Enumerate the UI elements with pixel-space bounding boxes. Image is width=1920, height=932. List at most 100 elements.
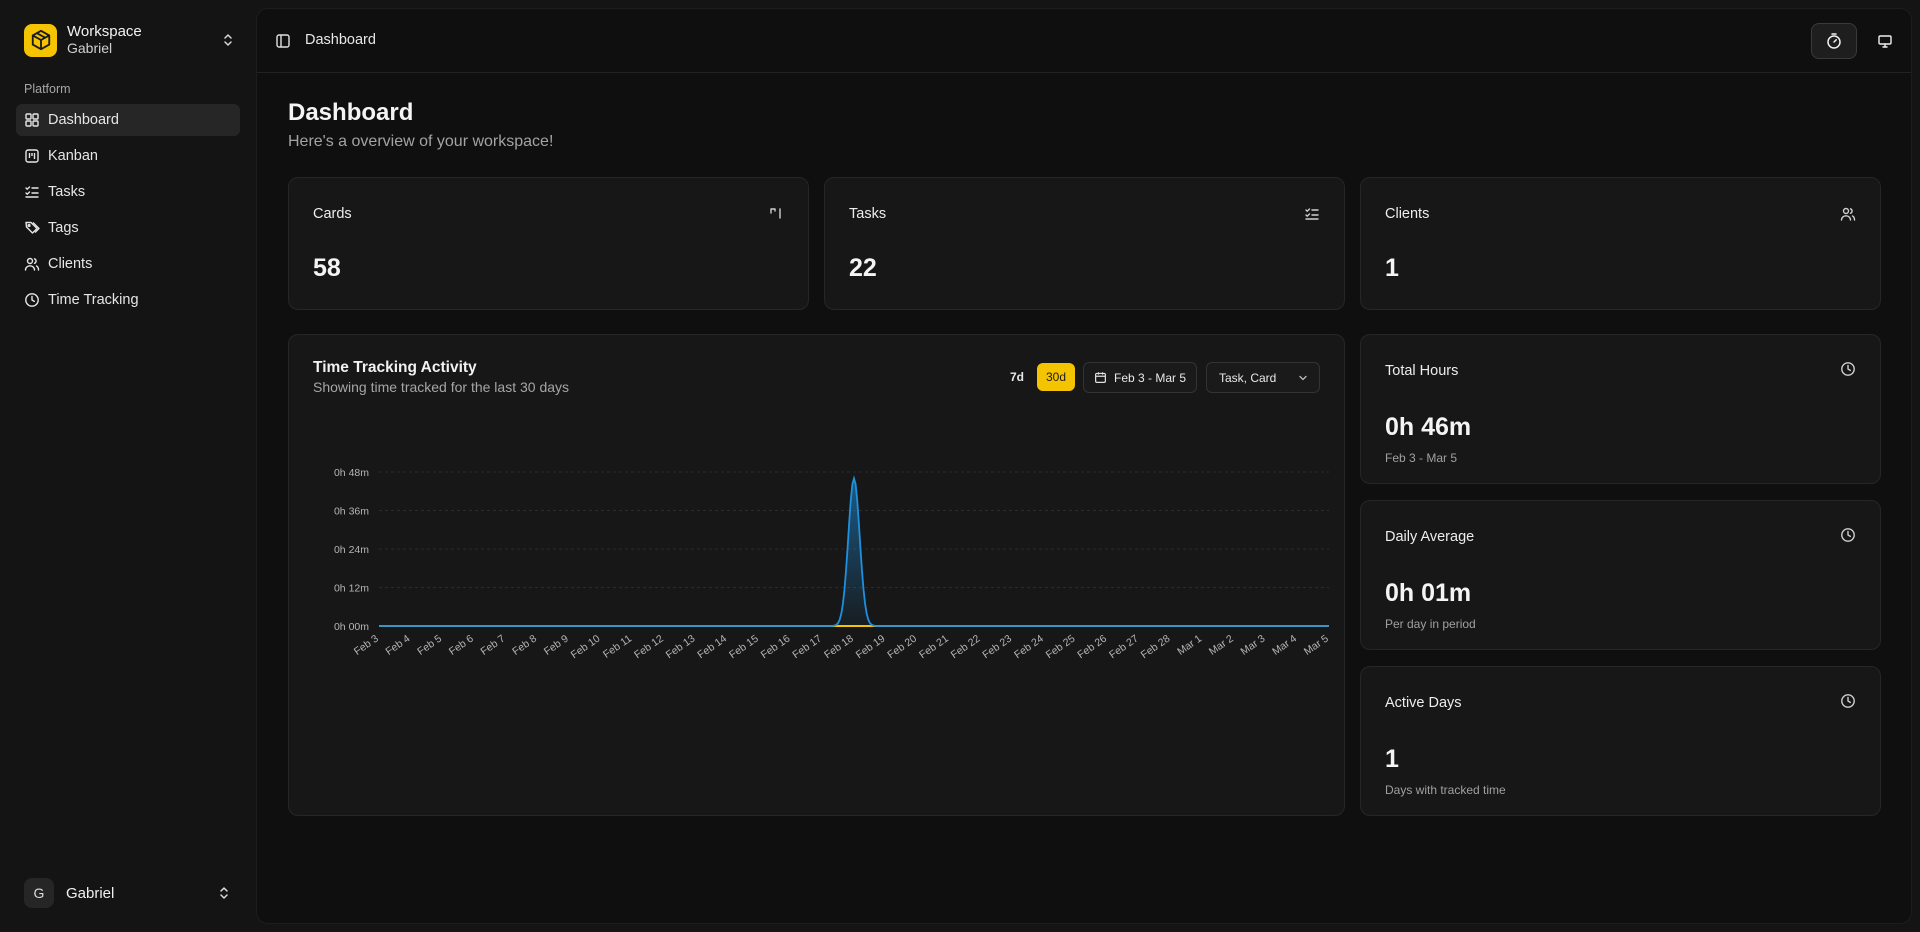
- x-tick-label: Mar 5: [1302, 633, 1331, 658]
- filter-select[interactable]: Task, Card: [1206, 362, 1320, 393]
- dashboard-grid-icon: [24, 112, 40, 128]
- workspace-text: Workspace Gabriel: [67, 24, 220, 57]
- x-tick-label: Feb 13: [664, 633, 698, 662]
- x-tick-label: Feb 5: [415, 633, 444, 658]
- stat-card-cards: Cards 58: [288, 177, 809, 310]
- y-tick-label: 0h 12m: [334, 583, 369, 595]
- sidebar-item-tasks[interactable]: Tasks: [16, 176, 240, 208]
- date-range-picker[interactable]: Feb 3 - Mar 5: [1083, 362, 1197, 393]
- display-button[interactable]: [1867, 23, 1903, 59]
- calendar-icon: [1095, 372, 1106, 383]
- users-icon: [24, 256, 40, 272]
- x-tick-label: Feb 15: [727, 633, 761, 662]
- x-tick-label: Mar 1: [1175, 633, 1204, 658]
- series-line: [379, 475, 1329, 627]
- topbar: Dashboard: [257, 9, 1911, 73]
- x-tick-label: Feb 8: [510, 633, 539, 658]
- x-tick-label: Feb 11: [601, 633, 634, 661]
- x-tick-label: Feb 27: [1107, 633, 1141, 662]
- summary-note: Days with tracked time: [1385, 783, 1506, 797]
- sidebar-item-dashboard[interactable]: Dashboard: [16, 104, 240, 136]
- user-menu[interactable]: G Gabriel: [16, 872, 240, 914]
- sidebar-item-label: Kanban: [48, 148, 98, 164]
- sidebar-item-label: Dashboard: [48, 112, 119, 128]
- summary-label: Active Days: [1385, 695, 1462, 711]
- kanban-icon: [24, 148, 40, 164]
- x-tick-label: Feb 26: [1075, 633, 1109, 662]
- x-tick-label: Feb 17: [790, 633, 824, 662]
- sidebar-toggle-icon[interactable]: [275, 33, 291, 49]
- chevron-down-icon: [1299, 375, 1307, 380]
- summary-note: Feb 3 - Mar 5: [1385, 451, 1458, 465]
- stat-value: 58: [313, 254, 341, 282]
- x-tick-label: Feb 25: [1044, 633, 1078, 662]
- x-tick-label: Feb 9: [542, 633, 571, 658]
- x-tick-label: Feb 10: [569, 633, 603, 662]
- workspace-switcher[interactable]: Workspace Gabriel: [16, 16, 244, 64]
- stat-label: Cards: [313, 206, 352, 222]
- user-name: Gabriel: [66, 884, 115, 902]
- y-tick-label: 0h 48m: [334, 467, 369, 479]
- clock-icon: [1841, 694, 1855, 708]
- x-tick-label: Feb 24: [1012, 633, 1046, 662]
- monitor-icon: [1878, 35, 1892, 48]
- x-tick-label: Feb 16: [759, 633, 793, 662]
- chart-subtitle: Showing time tracked for the last 30 day…: [313, 379, 570, 395]
- x-tick-label: Feb 4: [384, 633, 413, 658]
- sidebar-item-kanban[interactable]: Kanban: [16, 140, 240, 172]
- x-tick-label: Feb 12: [632, 633, 666, 662]
- stat-card-tasks: Tasks 22: [824, 177, 1345, 310]
- breadcrumb[interactable]: Dashboard: [305, 32, 376, 48]
- sidebar-item-time-tracking[interactable]: Time Tracking: [16, 284, 240, 316]
- time-tracking-activity-card: Time Tracking Activity Showing time trac…: [288, 334, 1345, 816]
- filter-value: Task, Card: [1219, 370, 1277, 385]
- summary-note: Per day in period: [1385, 617, 1476, 631]
- range-30d-button[interactable]: 30d: [1037, 363, 1075, 391]
- x-tick-label: Feb 21: [917, 633, 951, 662]
- chevron-up-down-icon: [224, 34, 232, 46]
- workspace-logo-icon: [24, 23, 57, 57]
- sidebar: Workspace Gabriel Platform Dashboard Kan…: [0, 0, 254, 932]
- x-tick-label: Feb 23: [980, 633, 1014, 662]
- summary-value: 0h 01m: [1385, 579, 1472, 607]
- summary-label: Total Hours: [1385, 363, 1459, 379]
- sidebar-item-clients[interactable]: Clients: [16, 248, 240, 280]
- users-icon: [1840, 207, 1856, 221]
- sidebar-item-label: Tasks: [48, 184, 86, 200]
- kanban-icon: [770, 208, 781, 219]
- timer-button[interactable]: [1811, 23, 1857, 59]
- main-panel: Dashboard Dashboard Here's a overview of…: [256, 8, 1912, 924]
- list-checks-icon: [1305, 208, 1319, 220]
- range-7d-button[interactable]: 7d: [1009, 370, 1024, 384]
- clock-icon: [1841, 528, 1855, 542]
- sidebar-item-label: Clients: [48, 256, 93, 272]
- workspace-owner: Gabriel: [67, 40, 113, 56]
- list-checks-icon: [24, 184, 40, 200]
- summary-card-active-days: Active Days 1 Days with tracked time: [1360, 666, 1881, 816]
- sidebar-item-tags[interactable]: Tags: [16, 212, 240, 244]
- x-tick-label: Feb 28: [1139, 633, 1173, 662]
- summary-card-total-hours: Total Hours 0h 46m Feb 3 - Mar 5: [1360, 334, 1881, 484]
- x-tick-label: Feb 14: [695, 633, 729, 662]
- date-range-label: Feb 3 - Mar 5: [1114, 370, 1187, 385]
- summary-value: 1: [1385, 745, 1399, 773]
- clock-icon: [24, 292, 40, 308]
- sidebar-item-label: Tags: [48, 220, 79, 236]
- sidebar-nav: Dashboard Kanban Tasks Tags Clients: [16, 104, 240, 320]
- stat-card-clients: Clients 1: [1360, 177, 1881, 310]
- stat-value: 22: [849, 254, 877, 282]
- chart-title: Time Tracking Activity: [313, 359, 477, 376]
- y-tick-label: 0h 36m: [334, 506, 369, 518]
- x-tick-label: Feb 18: [822, 633, 856, 662]
- stat-value: 1: [1385, 254, 1399, 282]
- stat-label: Tasks: [849, 206, 887, 222]
- summary-value: 0h 46m: [1385, 413, 1472, 441]
- section-label-platform: Platform: [24, 82, 71, 96]
- page-title: Dashboard: [288, 99, 414, 126]
- x-tick-label: Mar 4: [1270, 633, 1299, 658]
- y-tick-label: 0h 24m: [334, 544, 369, 556]
- x-tick-label: Feb 20: [885, 633, 919, 662]
- x-tick-label: Feb 22: [949, 633, 983, 662]
- x-tick-label: Feb 6: [447, 633, 476, 658]
